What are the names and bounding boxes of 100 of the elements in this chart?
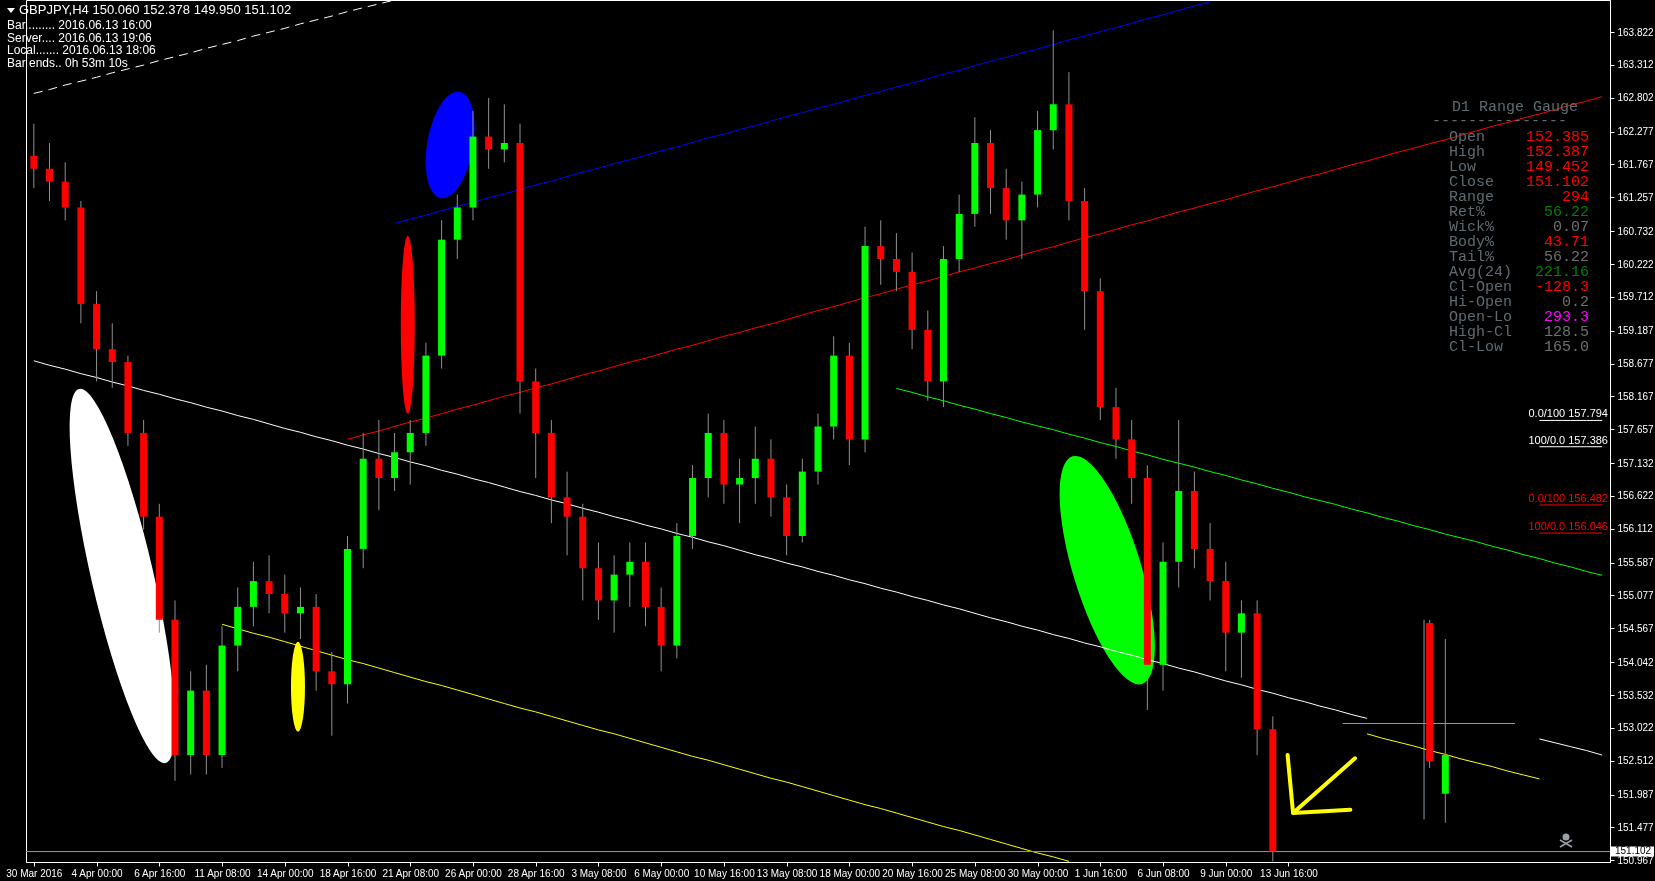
annotation: Avg(24) bbox=[1449, 264, 1513, 281]
x-tick-label: 21 Apr 08:00 bbox=[382, 867, 440, 879]
candlestick bbox=[265, 554, 273, 614]
candlestick bbox=[751, 425, 759, 505]
y-tick-label: 163.822 bbox=[1617, 26, 1655, 38]
annotation: Wick% bbox=[1449, 219, 1495, 236]
line-series bbox=[1366, 733, 1540, 780]
x-tick-label: 30 Mar 2016 bbox=[6, 867, 63, 879]
annotation: Body% bbox=[1449, 234, 1495, 251]
y-tick-label: 156.112 bbox=[1617, 523, 1654, 535]
annotation: 0.2 bbox=[1561, 294, 1589, 311]
annotation: Range bbox=[1449, 189, 1495, 206]
annotation: 0.07 bbox=[1552, 219, 1589, 236]
annotation: Open bbox=[1449, 129, 1486, 146]
candlestick bbox=[892, 232, 900, 292]
annotation: 294 bbox=[1561, 189, 1589, 206]
annotation: --------------- bbox=[1432, 113, 1568, 130]
annotation: -128.3 bbox=[1534, 279, 1589, 296]
candlestick bbox=[877, 219, 885, 286]
annotation: Cl-Low bbox=[1449, 339, 1503, 356]
x-tick-label: 26 Apr 00:00 bbox=[445, 867, 503, 879]
x-tick-label: 10 May 16:00 bbox=[694, 867, 756, 879]
annotation: Low bbox=[1449, 159, 1476, 176]
y-tick-label: 162.802 bbox=[1617, 92, 1655, 104]
annotation: Hi-Open bbox=[1449, 294, 1513, 311]
annotation: 128.5 bbox=[1543, 324, 1589, 341]
y-tick-label: 161.257 bbox=[1617, 191, 1655, 203]
annotation: 100/0.0 157.386 bbox=[1528, 433, 1608, 446]
y-tick-label: 153.532 bbox=[1617, 689, 1655, 701]
candlestick bbox=[406, 419, 414, 485]
annotation: 56.22 bbox=[1543, 249, 1589, 266]
y-tick-label: 157.132 bbox=[1617, 457, 1655, 469]
x-tick-label: 25 May 08:00 bbox=[945, 867, 1007, 879]
candlestick bbox=[281, 574, 289, 634]
x-tick-label: 18 May 00:00 bbox=[819, 867, 881, 879]
annotation: 56.22 bbox=[1543, 204, 1589, 221]
y-tick-label: 156.622 bbox=[1617, 490, 1655, 502]
y-tick-label: 154.567 bbox=[1617, 622, 1655, 634]
candlestick bbox=[626, 541, 634, 608]
line-series bbox=[1538, 738, 1603, 756]
y-tick-label: 155.077 bbox=[1617, 589, 1655, 601]
x-tick-label: 4 Apr 00:00 bbox=[71, 867, 124, 879]
x-tick-label: 6 Jun 08:00 bbox=[1137, 867, 1191, 879]
annotation: High bbox=[1449, 144, 1486, 161]
y-tick-label: 151.987 bbox=[1617, 789, 1655, 801]
annotation: 165.0 bbox=[1543, 339, 1589, 356]
annotation: 221.16 bbox=[1534, 264, 1589, 281]
annotation: Open-Lo bbox=[1449, 309, 1513, 326]
annotation: Ret% bbox=[1449, 204, 1485, 221]
y-tick-label: 157.657 bbox=[1617, 423, 1655, 435]
ref-line-label: 151.102 bbox=[1615, 844, 1652, 856]
annotation: 293.3 bbox=[1543, 309, 1589, 326]
candlestick bbox=[485, 97, 493, 170]
y-tick-label: 159.187 bbox=[1617, 325, 1655, 337]
x-tick-label: 13 Jun 16:00 bbox=[1260, 867, 1319, 879]
x-tick-label: 11 Apr 08:00 bbox=[194, 867, 251, 879]
y-tick-label: 150.967 bbox=[1617, 854, 1655, 866]
annotation: 151.102 bbox=[1525, 174, 1589, 191]
x-tick-label: 18 Apr 16:00 bbox=[319, 867, 377, 879]
y-tick-label: 158.677 bbox=[1617, 358, 1655, 370]
x-tick-label: 13 May 08:00 bbox=[756, 867, 818, 879]
annotation: Tail% bbox=[1449, 249, 1494, 266]
candlestick bbox=[736, 458, 744, 524]
line-series bbox=[33, 360, 1368, 719]
x-tick-label: 20 May 16:00 bbox=[882, 867, 944, 879]
candlestick bbox=[328, 651, 336, 737]
line-series bbox=[221, 623, 1070, 862]
candlestick bbox=[563, 471, 571, 556]
candlestick bbox=[46, 142, 54, 202]
x-tick-label: 6 May 00:00 bbox=[634, 867, 690, 879]
y-tick-label: 154.042 bbox=[1617, 656, 1655, 668]
annotation: 149.452 bbox=[1525, 159, 1589, 176]
candlestick bbox=[30, 123, 38, 189]
candlestick bbox=[1237, 599, 1245, 679]
y-tick-label: 160.732 bbox=[1617, 225, 1655, 237]
annotation: Bar ends.. 0h 53m 10s bbox=[7, 55, 128, 70]
annotation: High-Cl bbox=[1449, 324, 1513, 341]
annotation: 0.0/100 157.794 bbox=[1528, 407, 1608, 420]
annotation: 100/0.0 156.046 bbox=[1528, 520, 1608, 533]
candlestick bbox=[296, 587, 304, 640]
y-tick-label: 152.512 bbox=[1617, 755, 1655, 767]
y-tick-label: 160.222 bbox=[1617, 258, 1655, 270]
candlestick bbox=[108, 322, 116, 389]
annotation: 0.0/100 156.482 bbox=[1528, 491, 1608, 504]
x-tick-label: 3 May 08:00 bbox=[571, 867, 627, 879]
annotation: Cl-Open bbox=[1449, 279, 1513, 296]
y-tick-label: 159.712 bbox=[1617, 291, 1655, 303]
annotation: 43.71 bbox=[1543, 234, 1589, 251]
line-series bbox=[394, 1, 1211, 225]
y-tick-label: 161.767 bbox=[1617, 158, 1655, 170]
y-tick-label: 158.167 bbox=[1617, 390, 1655, 402]
x-tick-label: 6 Apr 16:00 bbox=[134, 867, 186, 879]
x-tick-label: 28 Apr 16:00 bbox=[507, 867, 565, 879]
y-tick-label: 155.587 bbox=[1617, 557, 1655, 569]
y-tick-label: 153.022 bbox=[1617, 722, 1655, 734]
x-tick-label: 1 Jun 16:00 bbox=[1074, 867, 1128, 879]
y-tick-label: 162.277 bbox=[1617, 126, 1655, 138]
x-tick-label: 14 Apr 00:00 bbox=[256, 867, 315, 879]
annotation: 152.387 bbox=[1525, 144, 1589, 161]
candlestick bbox=[500, 103, 508, 163]
